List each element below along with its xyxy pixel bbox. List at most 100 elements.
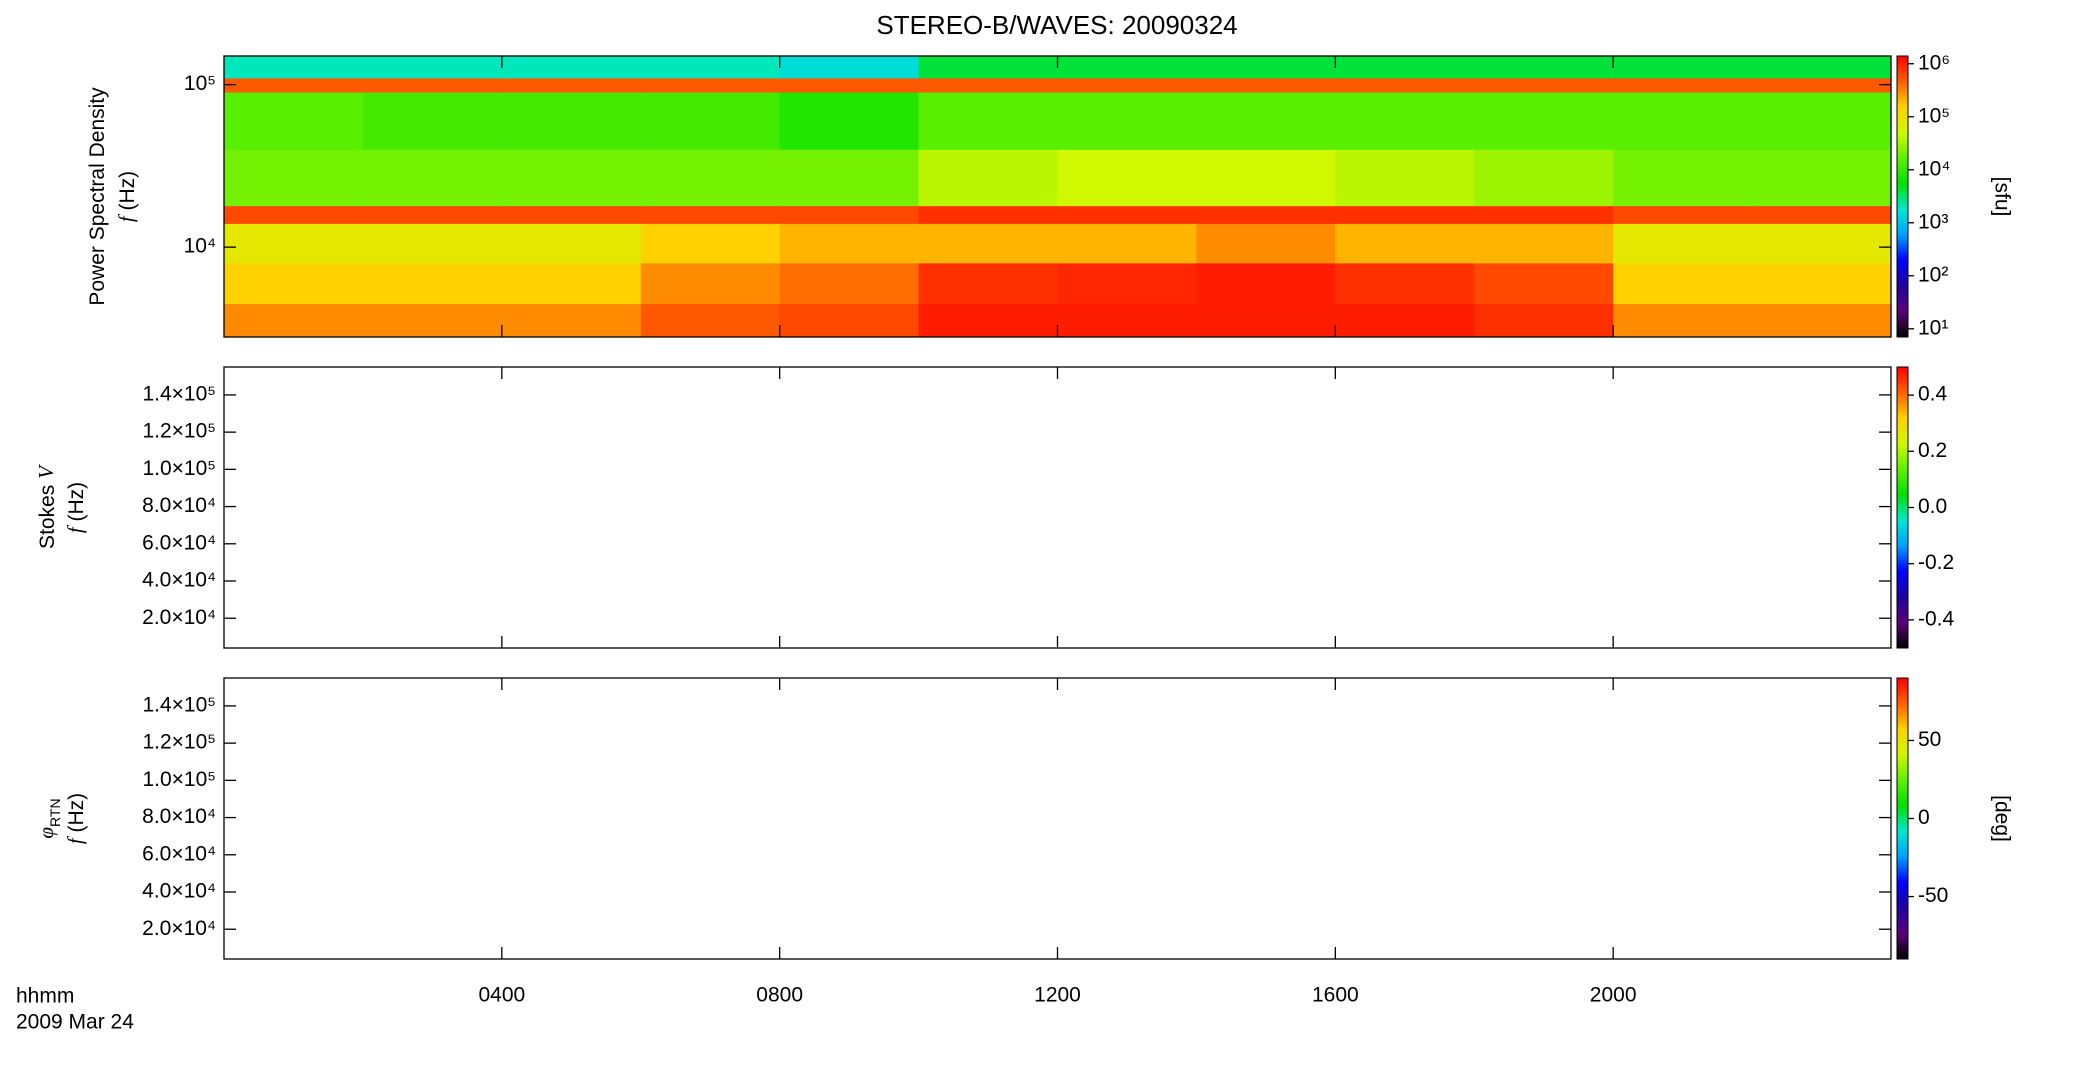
heatmap-cell <box>640 262 781 305</box>
colorbar-tick-label: -0.4 <box>1918 607 1955 630</box>
heatmap-cell <box>918 77 1058 93</box>
heatmap-cell <box>1335 303 1475 338</box>
x-tick-label: 0800 <box>756 984 803 1007</box>
heatmap-cell <box>1057 205 1197 224</box>
y-axis-label: f (Hz) <box>63 793 88 844</box>
heatmap-cell <box>501 262 642 305</box>
colorbar-tick-label: 10⁴ <box>1918 157 1950 180</box>
y-axis-label-text: f <box>63 524 87 533</box>
y-tick-label: 2.0×10⁴ <box>142 917 216 940</box>
colorbar-tick-label: 0 <box>1918 806 1930 829</box>
colorbar-tick-label: 0.0 <box>1918 495 1947 518</box>
heatmap-cell <box>1335 77 1475 93</box>
y-axis-label-sub: RTN <box>47 798 63 827</box>
y-tick-label: 1.0×10⁵ <box>142 457 216 480</box>
heatmap-cell <box>362 92 503 150</box>
colorbar-tick-label: 10² <box>1918 263 1948 286</box>
colorbar-label: [deg] <box>1990 795 2013 842</box>
y-tick-label: 1.4×10⁵ <box>142 382 216 405</box>
heatmap-cell <box>224 223 364 264</box>
date-label: 2009 Mar 24 <box>16 1011 134 1034</box>
heatmap-cell <box>1613 77 1753 93</box>
heatmap-cell <box>1057 262 1197 305</box>
colorbar <box>1896 677 1909 960</box>
heatmap-cell <box>224 92 364 150</box>
heatmap-cell <box>501 303 642 338</box>
heatmap-cell <box>1057 77 1197 93</box>
heatmap-cell <box>1474 303 1614 338</box>
x-tick-label: 0400 <box>478 984 525 1007</box>
heatmap-cell <box>640 77 781 93</box>
heatmap-cell <box>1474 149 1614 207</box>
y-axis-label-text: f <box>63 835 87 844</box>
y-tick-label: 6.0×10⁴ <box>142 531 216 554</box>
heatmap-cell <box>1057 56 1197 79</box>
heatmap-cell <box>1335 149 1475 207</box>
heatmap-cell <box>1752 56 1892 79</box>
heatmap-cell <box>918 56 1058 79</box>
heatmap-cell <box>501 205 642 224</box>
heatmap-cell <box>501 77 642 93</box>
heatmap-cell <box>362 77 503 93</box>
heatmap-cell <box>501 56 642 79</box>
heatmap-cell <box>779 56 920 79</box>
colorbar-tick-label: -0.2 <box>1918 551 1954 574</box>
heatmap-cell <box>1752 149 1892 207</box>
heatmap-cell <box>918 262 1058 305</box>
colorbar <box>1896 55 1909 338</box>
heatmap-cell <box>779 262 920 305</box>
y-axis-label-text: φ <box>34 827 58 839</box>
heatmap-cell <box>1057 92 1197 150</box>
heatmap-cell <box>362 262 503 305</box>
y-axis-label-text: Stokes <box>36 479 59 549</box>
heatmap-cell <box>1474 223 1614 264</box>
heatmap-cell <box>501 149 642 207</box>
heatmap-cell <box>918 92 1058 150</box>
y-axis-label-text: (Hz) <box>116 171 139 217</box>
heatmap-cell <box>779 77 920 93</box>
heatmap-cell <box>1057 223 1197 264</box>
heatmap-cell <box>1196 262 1336 305</box>
y-axis-label-text: (Hz) <box>65 482 88 528</box>
colorbar-tick-label: -50 <box>1918 884 1948 907</box>
heatmap-cell <box>918 149 1058 207</box>
heatmap-cell <box>1474 77 1614 93</box>
heatmap-cell <box>1196 77 1336 93</box>
colorbar <box>1896 366 1909 649</box>
heatmap-cell <box>501 223 642 264</box>
heatmap-cell <box>1335 262 1475 305</box>
heatmap-cell <box>1474 262 1614 305</box>
y-tick-label: 2.0×10⁴ <box>142 606 216 629</box>
colorbar-tick-label: 10³ <box>1918 210 1948 233</box>
heatmap-cell <box>640 303 781 338</box>
heatmap-cell <box>640 205 781 224</box>
y-tick-label: 8.0×10⁴ <box>142 805 216 828</box>
y-axis-label: f (Hz) <box>63 482 88 533</box>
heatmap-cell <box>224 262 364 305</box>
heatmap-cell <box>918 205 1058 224</box>
heatmap-cell <box>1613 92 1753 150</box>
heatmap-cell <box>1196 303 1336 338</box>
heatmap-cell <box>362 223 503 264</box>
colorbar-tick-label: 10¹ <box>1918 316 1948 339</box>
heatmap-cell <box>640 223 781 264</box>
y-tick-label: 10⁴ <box>184 235 216 258</box>
heatmap-cell <box>1613 56 1753 79</box>
heatmap-cell <box>1752 205 1892 224</box>
heatmap-cell <box>1752 303 1892 338</box>
heatmap-cell <box>779 303 920 338</box>
heatmap-cell <box>1196 92 1336 150</box>
y-axis-label: Stokes V <box>34 464 59 549</box>
plot-frame <box>223 677 1892 960</box>
heatmap-cell <box>362 205 503 224</box>
heatmap-cell <box>918 223 1058 264</box>
heatmap-cell <box>1057 149 1197 207</box>
heatmap-cell <box>1474 92 1614 150</box>
heatmap-cell <box>1613 223 1753 264</box>
heatmap-cell <box>640 92 781 150</box>
chart-title: STEREO-B/WAVES: 20090324 <box>876 10 1237 40</box>
x-tick-label: 1200 <box>1034 984 1081 1007</box>
heatmap-cell <box>224 205 364 224</box>
heatmap-cell <box>1752 223 1892 264</box>
